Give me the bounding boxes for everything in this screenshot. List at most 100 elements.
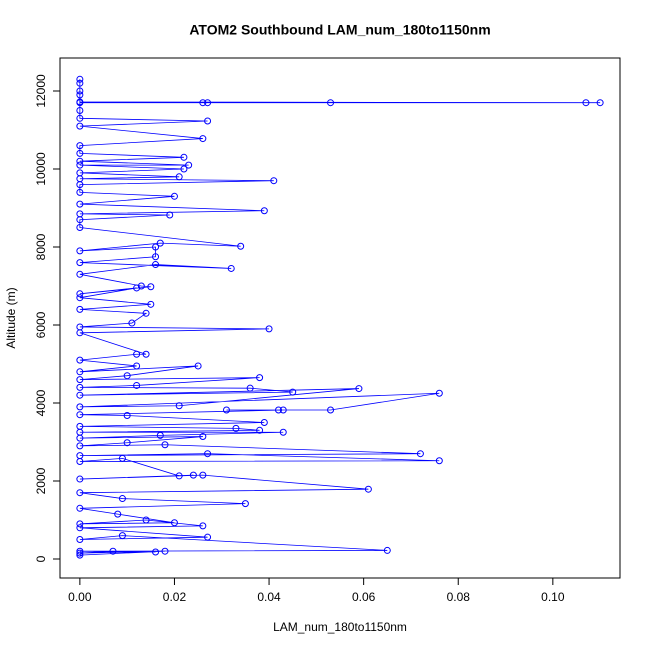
data-point xyxy=(76,270,84,278)
data-point xyxy=(133,362,141,370)
x-axis-label: LAM_num_180to1150nm xyxy=(273,620,407,634)
data-point xyxy=(76,458,84,466)
data-point xyxy=(142,309,150,317)
data-point xyxy=(199,433,207,441)
data-point xyxy=(355,385,363,393)
data-line xyxy=(79,79,601,556)
data-point xyxy=(142,516,150,524)
data-point xyxy=(118,532,126,540)
data-point xyxy=(260,207,268,215)
data-point xyxy=(170,192,178,200)
y-tick-label: 12000 xyxy=(34,74,48,108)
data-point xyxy=(327,99,335,107)
data-point xyxy=(76,411,84,419)
data-point xyxy=(189,471,197,479)
data-point xyxy=(435,457,443,465)
x-tick-label: 0.02 xyxy=(163,590,187,604)
data-point xyxy=(256,374,264,382)
data-point xyxy=(204,117,212,125)
data-point xyxy=(76,442,84,450)
x-tick-label: 0.00 xyxy=(68,590,92,604)
data-point xyxy=(204,99,212,107)
data-point xyxy=(175,173,183,181)
data-point xyxy=(76,536,84,544)
data-point xyxy=(76,181,84,189)
data-point xyxy=(416,450,424,458)
data-point xyxy=(156,239,164,247)
data-point xyxy=(199,135,207,143)
data-point xyxy=(76,87,84,95)
y-tick-label: 2000 xyxy=(34,467,48,494)
y-tick-label: 4000 xyxy=(34,389,48,416)
data-point xyxy=(76,223,84,231)
data-point xyxy=(76,305,84,313)
data-point xyxy=(76,551,84,559)
data-point xyxy=(161,441,169,449)
data-point xyxy=(76,504,84,512)
data-point xyxy=(133,381,141,389)
data-point xyxy=(199,99,207,107)
data-point xyxy=(76,161,84,169)
data-point xyxy=(118,454,126,462)
chart-title: ATOM2 Southbound LAM_num_180to1150nm xyxy=(189,22,490,38)
data-point xyxy=(279,428,287,436)
data-point xyxy=(118,495,126,503)
data-point xyxy=(76,216,84,224)
data-point xyxy=(279,406,287,414)
data-point xyxy=(76,200,84,208)
data-point xyxy=(204,450,212,458)
data-point xyxy=(383,546,391,554)
data-point xyxy=(76,259,84,267)
data-point xyxy=(128,319,136,327)
data-point xyxy=(76,356,84,364)
data-point xyxy=(156,431,164,439)
data-point xyxy=(364,485,372,493)
data-point xyxy=(166,211,174,219)
data-point xyxy=(241,500,249,508)
y-tick-label: 6000 xyxy=(34,311,48,338)
data-point xyxy=(152,548,160,556)
data-point xyxy=(133,284,141,292)
x-tick-label: 0.04 xyxy=(257,590,281,604)
data-point xyxy=(152,253,160,261)
data-point xyxy=(76,403,84,411)
data-point xyxy=(76,391,84,399)
data-point xyxy=(199,522,207,530)
y-tick-label: 0 xyxy=(34,555,48,562)
data-point xyxy=(147,283,155,291)
data-point xyxy=(76,91,84,99)
data-point xyxy=(435,389,443,397)
data-point xyxy=(76,157,84,165)
data-point xyxy=(204,533,212,541)
data-point xyxy=(133,350,141,358)
data-point xyxy=(123,439,131,447)
data-point xyxy=(76,142,84,150)
data-point xyxy=(76,489,84,497)
data-point xyxy=(76,188,84,196)
data-point xyxy=(237,242,245,250)
data-point xyxy=(137,282,145,290)
data-point xyxy=(185,161,193,169)
data-point xyxy=(582,99,590,107)
data-point xyxy=(289,388,297,396)
data-point xyxy=(596,99,604,107)
data-point xyxy=(76,549,84,557)
data-point xyxy=(170,519,178,527)
x-tick-label: 0.08 xyxy=(447,590,471,604)
y-axis-label: Altitude (m) xyxy=(4,287,18,348)
data-point xyxy=(76,149,84,157)
x-tick-label: 0.10 xyxy=(541,590,565,604)
data-point xyxy=(76,434,84,442)
data-point xyxy=(194,362,202,370)
data-point xyxy=(76,247,84,255)
data-point xyxy=(152,243,160,251)
data-point xyxy=(76,122,84,130)
data-point xyxy=(152,261,160,269)
x-tick-label: 0.06 xyxy=(352,590,376,604)
data-point xyxy=(222,406,230,414)
data-point xyxy=(76,114,84,122)
data-point xyxy=(260,419,268,427)
data-point xyxy=(265,325,273,333)
data-point xyxy=(76,99,84,107)
